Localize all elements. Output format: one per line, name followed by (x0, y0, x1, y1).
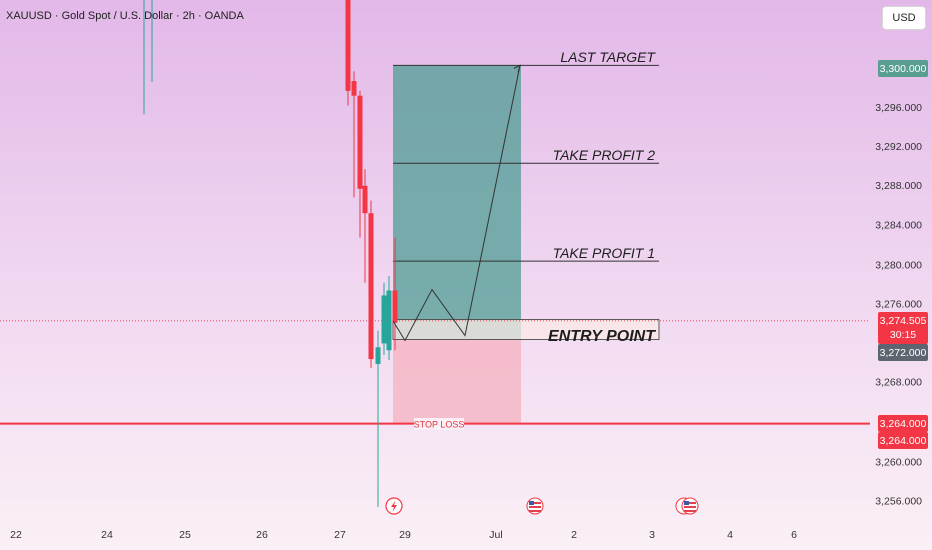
projection-path[interactable] (392, 65, 521, 342)
x-tick: 27 (334, 529, 346, 541)
x-tick: 29 (399, 529, 411, 541)
currency-button[interactable]: USD (882, 6, 926, 30)
chart-title: XAUUSD · Gold Spot / U.S. Dollar · 2h · … (6, 10, 244, 22)
x-tick: 3 (649, 529, 655, 541)
profit-zone (393, 65, 521, 340)
x-tick: Jul (489, 529, 502, 541)
y-tick: 3,288.000 (875, 180, 922, 192)
candle-body (375, 347, 381, 364)
stop-loss-label-bg (414, 418, 464, 430)
current-price-badge: 3,274.505 30:15 (878, 312, 928, 344)
candle-body (345, 0, 351, 91)
lightning-icon-glyph (391, 500, 397, 512)
us-flag-icon-stripe (529, 510, 541, 512)
projection-arrowhead (513, 64, 521, 73)
y-tick: 3,292.000 (875, 141, 922, 153)
x-tick: 2 (571, 529, 577, 541)
stop-loss-label: STOP LOSS (414, 420, 465, 430)
entry-price-badge: 3,272.000 (878, 344, 928, 361)
us-flag-group-icon[interactable] (675, 497, 699, 515)
x-tick: 22 (10, 529, 22, 541)
y-tick: 3,284.000 (875, 220, 922, 232)
target-price-badge: 3,300.000 (878, 60, 928, 77)
us-flag-icon-stripe (684, 506, 696, 508)
candle-body (392, 290, 398, 323)
countdown-text: 30:15 (890, 329, 916, 341)
candle-body (351, 81, 357, 96)
current-badge-bg (878, 312, 928, 344)
us-flag-icon-canton (684, 501, 689, 505)
take-profit-1-label: TAKE PROFIT 1 (553, 245, 655, 261)
y-tick: 3,276.000 (875, 299, 922, 311)
stop-badge-2-bg (878, 432, 928, 449)
us-flag-icon-canton (529, 501, 534, 505)
y-tick: 3,280.000 (875, 260, 922, 272)
x-tick: 26 (256, 529, 268, 541)
loss-zone (393, 339, 521, 424)
x-tick: 25 (179, 529, 191, 541)
stop-badge-1-bg (878, 415, 928, 432)
us-flag-icon-stripe (529, 506, 541, 508)
candle-body (386, 290, 392, 351)
x-axis-ticks: 22 24 25 26 27 29 Jul 2 3 4 6 (10, 529, 797, 541)
y-tick: 3,296.000 (875, 102, 922, 114)
us-flag-icon[interactable] (526, 497, 544, 515)
stop-badge-2-text: 3,264.000 (880, 435, 927, 447)
current-price-text: 3,274.505 (880, 315, 927, 327)
y-tick: 3,268.000 (875, 377, 922, 389)
us-flag-icon-stripe (529, 502, 541, 504)
stop-badge-1-text: 3,264.000 (880, 418, 927, 430)
x-tick: 24 (101, 529, 113, 541)
target-badge-text: 3,300.000 (880, 63, 927, 75)
y-tick: 3,260.000 (875, 457, 922, 469)
candle-body (368, 213, 374, 360)
entry-point-label: ENTRY POINT (548, 328, 656, 345)
last-target-label: LAST TARGET (560, 49, 656, 65)
entry-badge-bg (878, 344, 928, 361)
candle-body (381, 295, 387, 344)
x-tick: 6 (791, 529, 797, 541)
take-profit-2-label: TAKE PROFIT 2 (553, 147, 656, 163)
candles-group (143, 0, 398, 507)
us-flag-icon-stripe (684, 510, 696, 512)
entry-badge-text: 3,272.000 (880, 347, 927, 359)
y-axis-ticks: 3,296.000 3,292.000 3,288.000 3,284.000 … (875, 102, 922, 508)
entry-box (392, 319, 660, 340)
stop-price-badges: 3,264.000 3,264.000 (878, 415, 928, 449)
candle-body (357, 95, 363, 189)
candle-body (362, 185, 368, 214)
us-flag-icon-stripe (684, 502, 696, 504)
y-tick: 3,256.000 (875, 496, 922, 508)
lightning-icon[interactable] (385, 497, 403, 515)
x-tick: 4 (727, 529, 733, 541)
target-badge-bg (878, 60, 928, 77)
